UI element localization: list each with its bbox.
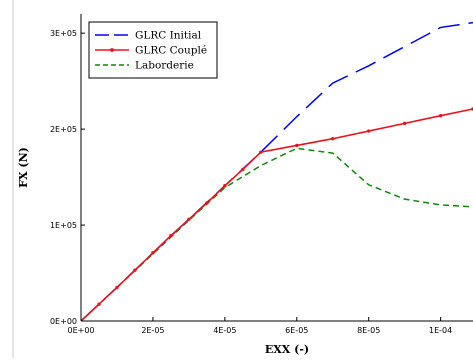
legend-marker [110, 48, 114, 52]
data-point [151, 251, 155, 255]
plot-area [81, 21, 473, 321]
legend-label: Laborderie [135, 60, 194, 72]
data-point [331, 137, 335, 141]
data-point [187, 217, 191, 222]
data-point [169, 233, 173, 238]
legend-label: GLRC Initial [135, 30, 202, 42]
data-point [438, 113, 443, 118]
data-point [133, 268, 137, 272]
x-tick-label: 1E-04 [429, 326, 452, 335]
legend-label: GLRC Couplé [135, 45, 207, 57]
y-tick-label: 2E+05 [50, 125, 77, 134]
data-point [115, 285, 119, 290]
y-tick-label: 3E+05 [50, 29, 77, 38]
x-tick-label: 4E-05 [213, 326, 236, 335]
legend: GLRC Initial GLRC Couplé Laborderie [88, 21, 218, 79]
x-tick-label: 8E-05 [357, 326, 380, 335]
series-layer [81, 21, 473, 321]
data-point [97, 302, 101, 306]
axes: 0E+00 2E-05 4E-05 6E-05 8E-05 1E-04 0E+00 1E+05… [12, 0, 473, 358]
data-point [367, 129, 371, 133]
data-point [241, 167, 245, 172]
x-axis-title: EXX (-) [265, 343, 309, 356]
x-tick-label: 0E+00 [67, 326, 94, 335]
data-point [402, 121, 407, 126]
data-point [295, 143, 299, 148]
y-axis-title: FX (N) [17, 147, 30, 188]
x-tick-label: 2E-05 [141, 326, 164, 335]
y-tick-label: 1E+05 [50, 221, 77, 230]
data-point [223, 184, 227, 188]
data-point [205, 201, 209, 205]
data-point [259, 150, 263, 154]
x-tick-label: 6E-05 [285, 326, 308, 335]
y-tick-label: 0E+00 [50, 317, 77, 326]
